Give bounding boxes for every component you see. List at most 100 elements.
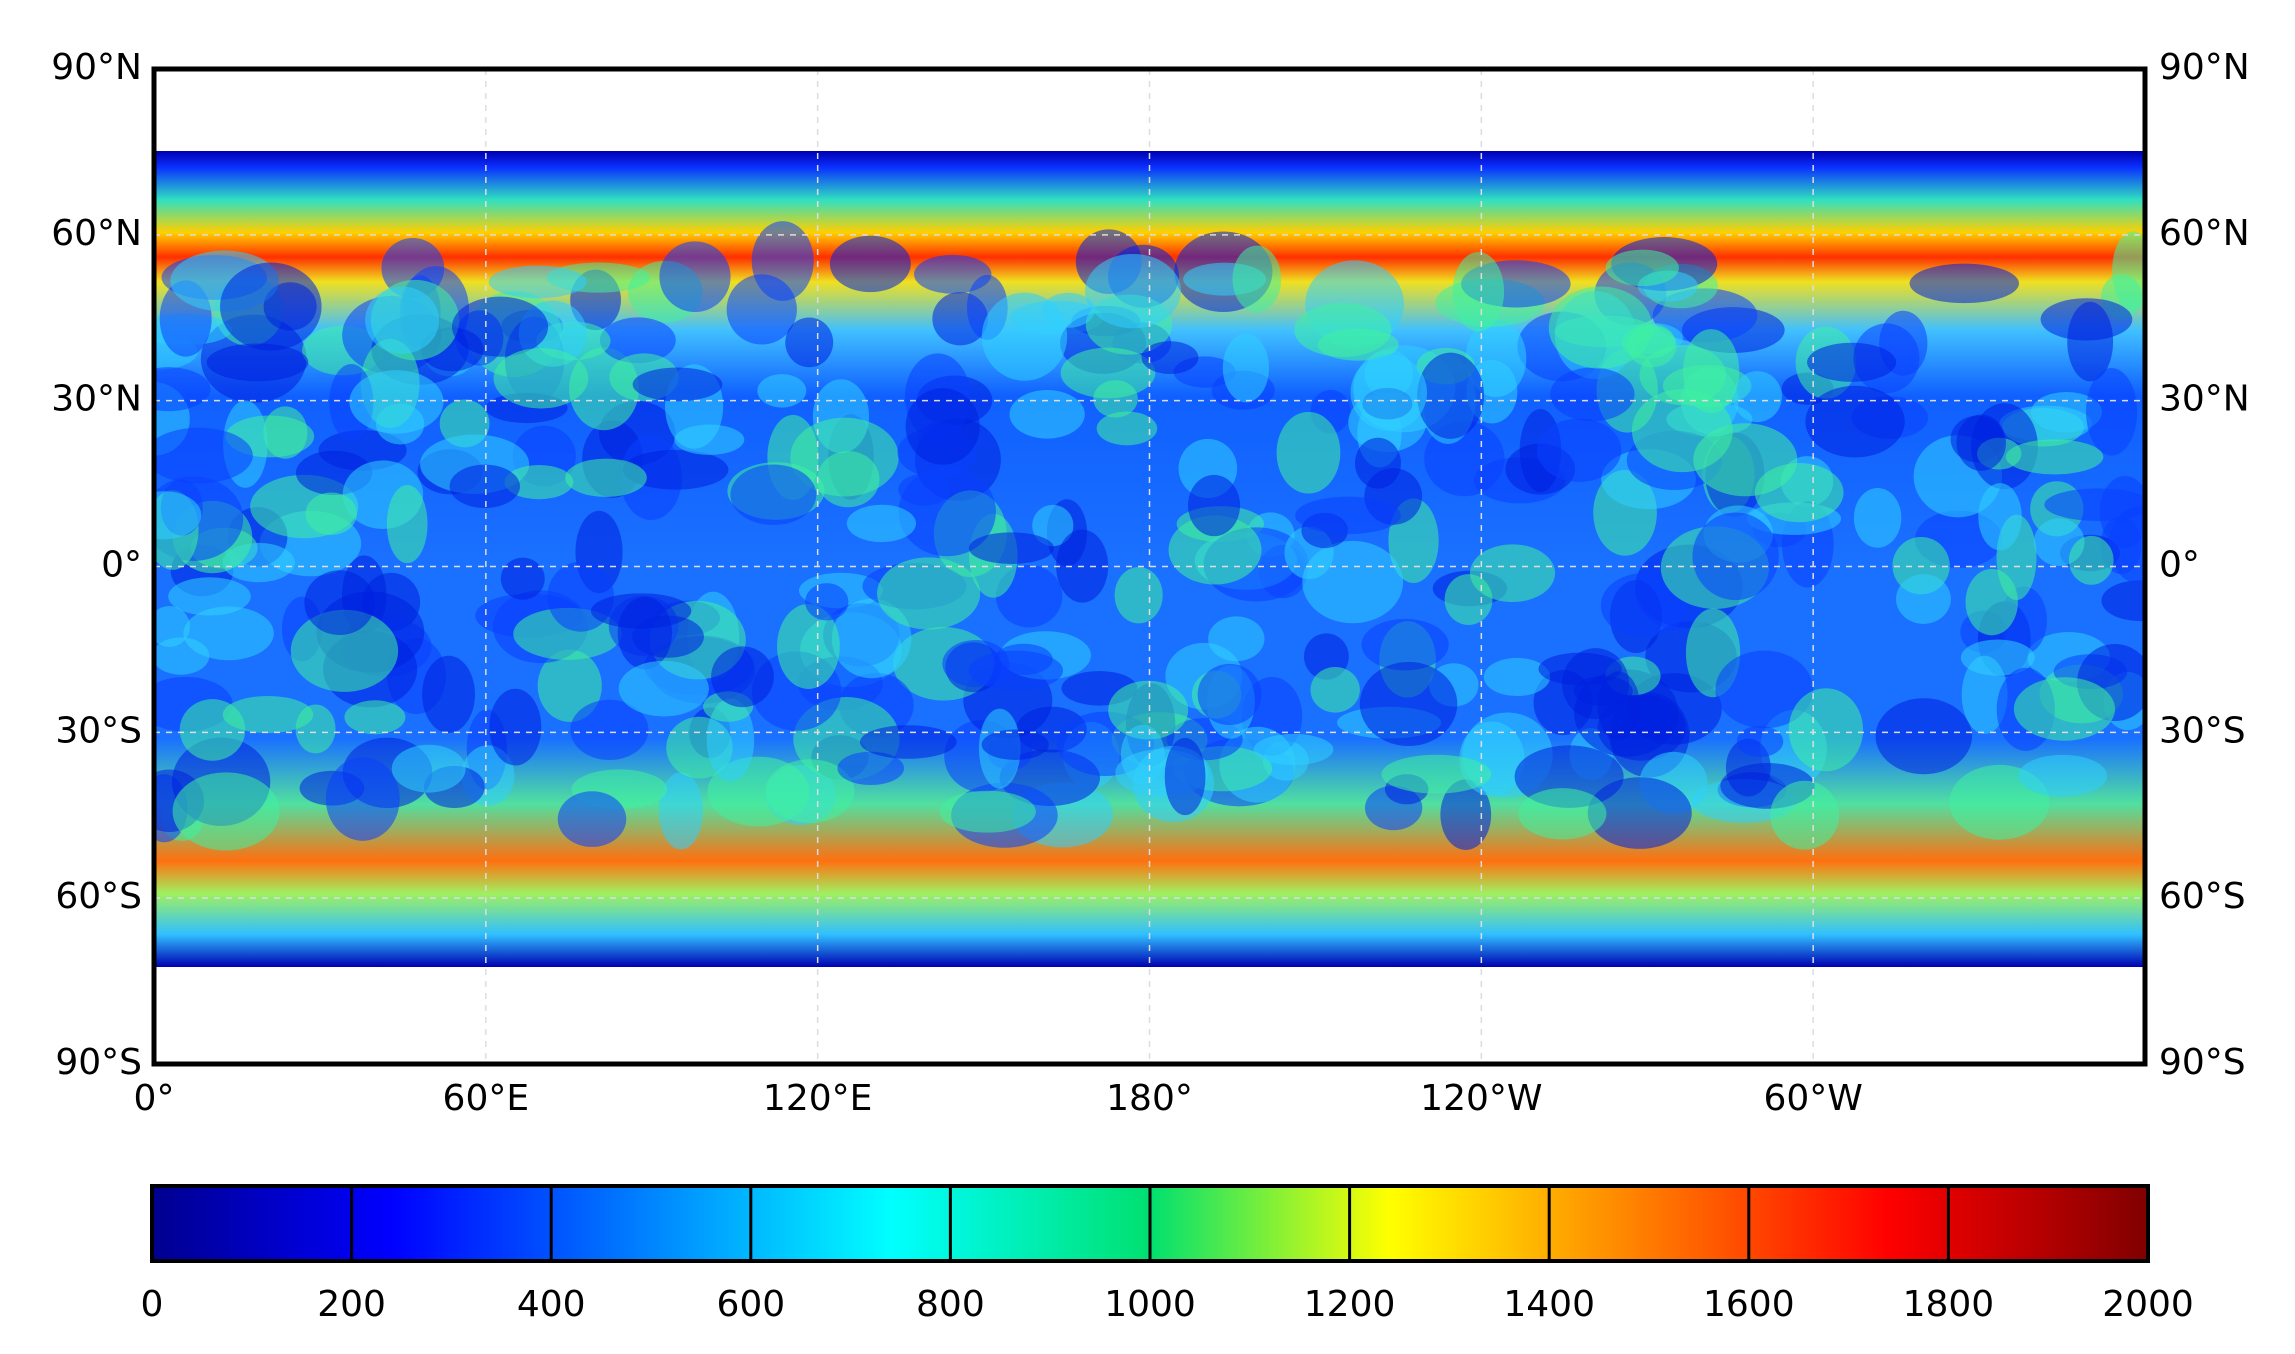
texture-blob xyxy=(1114,566,1163,624)
texture-blob xyxy=(1417,352,1485,439)
texture-blob xyxy=(154,491,202,540)
lon-label: 0° xyxy=(134,1078,175,1119)
texture-blob xyxy=(1359,661,1458,747)
texture-blob xyxy=(1197,663,1262,726)
texture-blob xyxy=(1715,650,1814,729)
texture-blob xyxy=(1754,463,1844,523)
texture-blob xyxy=(305,492,357,535)
texture-blob xyxy=(981,292,1068,381)
texture-blob xyxy=(913,254,992,294)
texture-blob xyxy=(1682,329,1740,414)
texture-blob xyxy=(1896,574,1951,624)
texture-blob xyxy=(2018,754,2108,797)
texture-blob xyxy=(168,577,251,616)
texture-blob xyxy=(659,241,731,313)
texture-blob xyxy=(2044,488,2145,521)
texture-blob xyxy=(777,603,840,689)
texture-blob xyxy=(1032,504,1074,547)
texture-blob xyxy=(730,464,817,525)
texture-blob xyxy=(1469,544,1556,603)
texture-blob xyxy=(1381,754,1492,794)
texture-blob xyxy=(391,744,466,793)
texture-blob xyxy=(1164,737,1206,816)
texture-blob xyxy=(1736,725,1784,758)
colorbar-tick-label: 1600 xyxy=(1703,1284,1795,1325)
texture-blob xyxy=(154,606,191,647)
texture-blob xyxy=(622,449,729,490)
colorbar-tick-label: 1200 xyxy=(1304,1284,1396,1325)
texture-blob xyxy=(1788,688,1864,772)
texture-blob xyxy=(349,370,444,434)
texture-blob xyxy=(939,790,1036,833)
lon-label: 120°W xyxy=(1420,1078,1542,1119)
texture-blob xyxy=(942,639,1010,687)
texture-blob xyxy=(1875,698,1973,775)
colorbar-tick-label: 800 xyxy=(916,1284,985,1325)
texture-blob xyxy=(2005,439,2104,475)
texture-blob xyxy=(154,427,253,484)
colorbar-tick-label: 0 xyxy=(141,1284,164,1325)
lon-label: 120°E xyxy=(763,1078,872,1119)
texture-blob xyxy=(344,700,406,735)
texture-blob xyxy=(570,699,649,761)
texture-blob xyxy=(422,655,475,733)
texture-blob xyxy=(1853,487,1902,548)
colorbar-tick-label: 2000 xyxy=(2102,1284,2194,1325)
texture-blob xyxy=(304,570,375,636)
texture-blob xyxy=(1222,333,1270,403)
texture-blob xyxy=(504,465,574,500)
lat-label-right: 90°S xyxy=(2159,1042,2246,1083)
colorbar-tick-label: 600 xyxy=(716,1284,785,1325)
texture-blob xyxy=(1805,385,1905,458)
texture-blob xyxy=(1168,515,1262,585)
texture-blob xyxy=(1440,779,1492,850)
texture-blob xyxy=(1294,303,1392,357)
texture-blob xyxy=(1770,780,1840,850)
texture-blob xyxy=(386,484,428,564)
texture-blob xyxy=(1232,245,1282,313)
texture-blob xyxy=(1550,367,1635,422)
texture-blob xyxy=(816,451,880,508)
texture-blob xyxy=(1108,680,1189,740)
texture-blob xyxy=(632,367,723,402)
texture-blob xyxy=(1956,414,2006,471)
texture-blob xyxy=(2031,391,2102,433)
texture-blob xyxy=(711,646,774,708)
texture-blob xyxy=(537,649,602,722)
lat-label-left: 90°S xyxy=(55,1042,142,1083)
texture-blob xyxy=(2068,535,2114,585)
texture-blob xyxy=(488,265,587,299)
texture-blob xyxy=(805,583,849,621)
texture-blob xyxy=(1587,777,1692,849)
texture-blob xyxy=(2109,506,2145,584)
texture-blob xyxy=(1187,474,1241,537)
lat-label-left: 60°N xyxy=(51,213,142,254)
colorbar-tick-label: 1400 xyxy=(1503,1284,1595,1325)
texture-blob xyxy=(1060,347,1156,399)
texture-blob xyxy=(1518,788,1607,840)
texture-blob xyxy=(1605,249,1679,287)
lon-label: 180° xyxy=(1106,1078,1193,1119)
texture-blob xyxy=(290,609,399,692)
texture-blob xyxy=(618,660,709,717)
lat-label-right: 60°S xyxy=(2159,876,2246,917)
texture-blob xyxy=(449,464,520,509)
texture-blob xyxy=(1538,652,1622,686)
texture-blob xyxy=(2013,677,2116,741)
texture-blob xyxy=(599,317,676,364)
texture-blob xyxy=(1120,724,1165,785)
texture-blob xyxy=(674,424,745,455)
texture-blob xyxy=(2086,368,2138,456)
texture-blob xyxy=(500,557,545,600)
texture-blob xyxy=(1807,342,1897,382)
texture-blob xyxy=(2040,298,2133,341)
colorbar-tick-label: 1800 xyxy=(1903,1284,1995,1325)
texture-blob xyxy=(837,751,905,786)
texture-blob xyxy=(1253,733,1334,766)
texture-blob xyxy=(1361,618,1449,671)
texture-blob xyxy=(751,221,814,301)
texture-blob xyxy=(2101,580,2145,622)
texture-blob xyxy=(565,458,647,497)
texture-blob xyxy=(1483,657,1551,697)
